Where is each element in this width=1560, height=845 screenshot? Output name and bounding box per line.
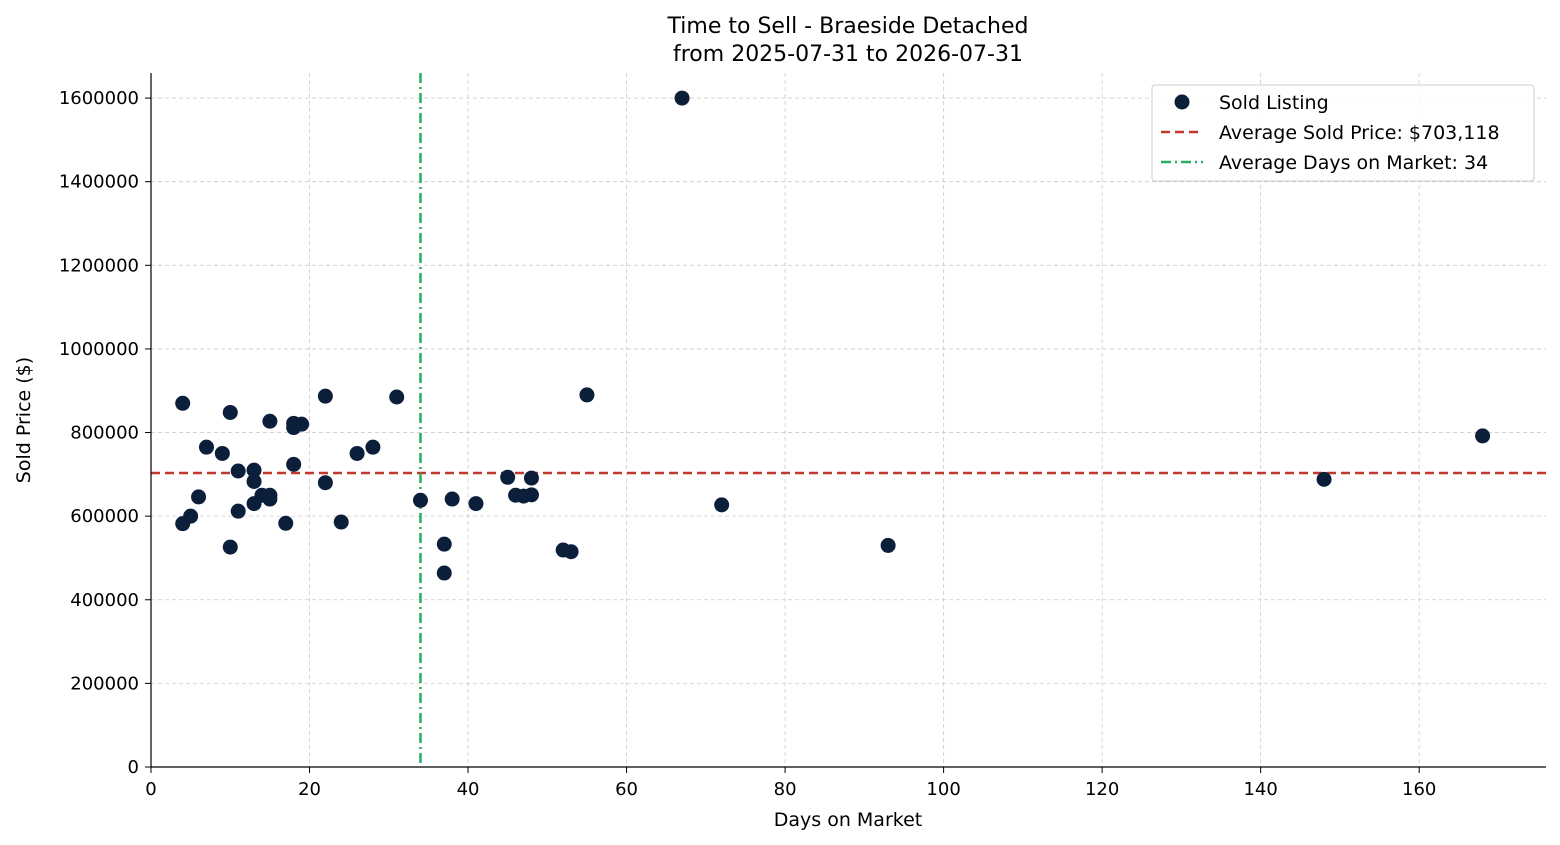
x-tick-label: 0 [145,779,156,800]
data-point [468,496,484,512]
data-point [412,492,428,508]
data-point [349,445,365,461]
reference-lines [151,73,1546,767]
data-point [444,491,460,507]
data-point [246,462,262,478]
y-ticks: 0 200000 400000 600000 800000 1000000 1200000 1… [59,88,151,778]
data-point [579,387,595,403]
data-point [365,439,381,455]
data-point [230,503,246,519]
data-point [222,539,238,555]
data-point [333,514,349,530]
data-point [262,491,278,507]
data-point [317,388,333,404]
data-point [436,565,452,581]
data-points [175,90,1491,581]
data-point [317,475,333,491]
x-tick-label: 40 [457,779,480,800]
y-tick-label: 200000 [70,673,139,694]
data-point [523,487,539,503]
y-tick-label: 400000 [70,590,139,611]
x-tick-label: 120 [1085,779,1119,800]
data-point [175,395,191,411]
y-tick-label: 1200000 [59,255,139,276]
data-point [198,439,214,455]
data-point [714,497,730,513]
x-tick-label: 80 [774,779,797,800]
y-axis-label: Sold Price ($) [13,357,35,483]
y-tick-label: 1600000 [59,88,139,109]
x-ticks: 0 20 40 60 80 100 120 140 160 [145,767,1436,800]
y-tick-label: 800000 [70,423,139,444]
legend-label-sold-listing: Sold Listing [1219,92,1329,114]
data-point [389,389,405,405]
x-tick-label: 60 [615,779,638,800]
chart-title-line2: from 2025-07-31 to 2026-07-31 [673,42,1023,67]
x-tick-label: 160 [1402,779,1436,800]
y-tick-label: 0 [128,757,139,778]
grid-lines [151,73,1546,767]
data-point [674,90,690,106]
legend-marker-sold-listing [1174,94,1190,110]
data-point [183,508,199,524]
legend: Sold Listing Average Sold Price: $703,11… [1151,84,1535,182]
y-tick-label: 1000000 [59,339,139,360]
x-tick-label: 20 [298,779,321,800]
data-point [1316,471,1332,487]
data-point [246,473,262,489]
data-point [436,536,452,552]
data-point [500,469,516,485]
y-tick-label: 600000 [70,506,139,527]
data-point [230,463,246,479]
x-tick-label: 100 [926,779,960,800]
data-point [262,413,278,429]
x-axis-label: Days on Market [774,809,922,831]
data-point [222,404,238,420]
y-tick-label: 1400000 [59,172,139,193]
x-tick-label: 140 [1243,779,1277,800]
legend-label-avg-price: Average Sold Price: $703,118 [1219,122,1500,144]
data-point [523,470,539,486]
data-point [214,445,230,461]
data-point [286,456,302,472]
chart-title-line1: Time to Sell - Braeside Detached [667,14,1029,39]
data-point [563,544,579,560]
data-point [191,489,207,505]
data-point [1475,428,1491,444]
legend-box [1151,84,1535,182]
legend-label-avg-days: Average Days on Market: 34 [1219,152,1488,174]
data-point [278,515,294,531]
data-point [294,416,310,432]
data-point [880,537,896,553]
